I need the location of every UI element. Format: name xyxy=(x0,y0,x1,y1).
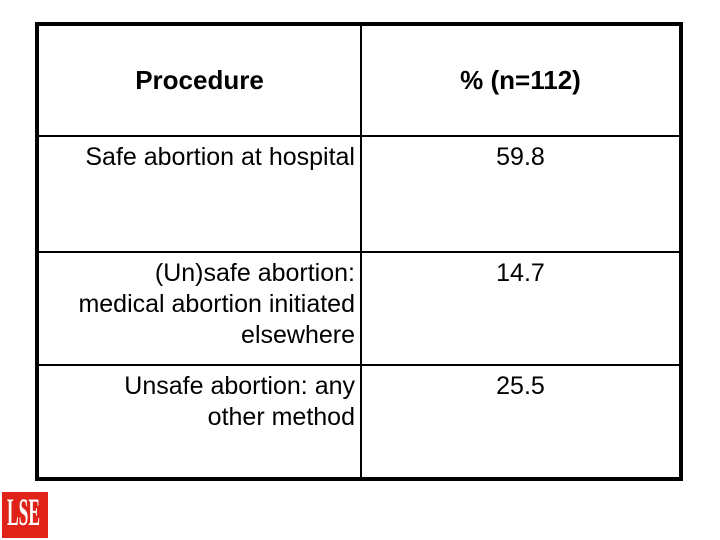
table-row-1-procedure: Safe abortion at hospital xyxy=(39,137,362,253)
lse-logo-text: LSE xyxy=(7,492,40,534)
table-row-2-procedure: (Un)safe abortion: medical abortion init… xyxy=(39,253,362,366)
lse-logo-background xyxy=(2,492,48,538)
table-row-3-procedure: Unsafe abortion: any other method xyxy=(39,366,362,477)
table-row-1-value: 59.8 xyxy=(362,137,679,253)
column-header-percent: % (n=112) xyxy=(362,26,679,137)
lse-logo: LSE xyxy=(2,492,48,538)
table-row-2-value: 14.7 xyxy=(362,253,679,366)
table-row-3-value: 25.5 xyxy=(496,372,545,400)
procedures-table: Procedure % (n=112) Safe abortion at hos… xyxy=(35,22,683,481)
column-header-procedure: Procedure xyxy=(39,26,362,137)
